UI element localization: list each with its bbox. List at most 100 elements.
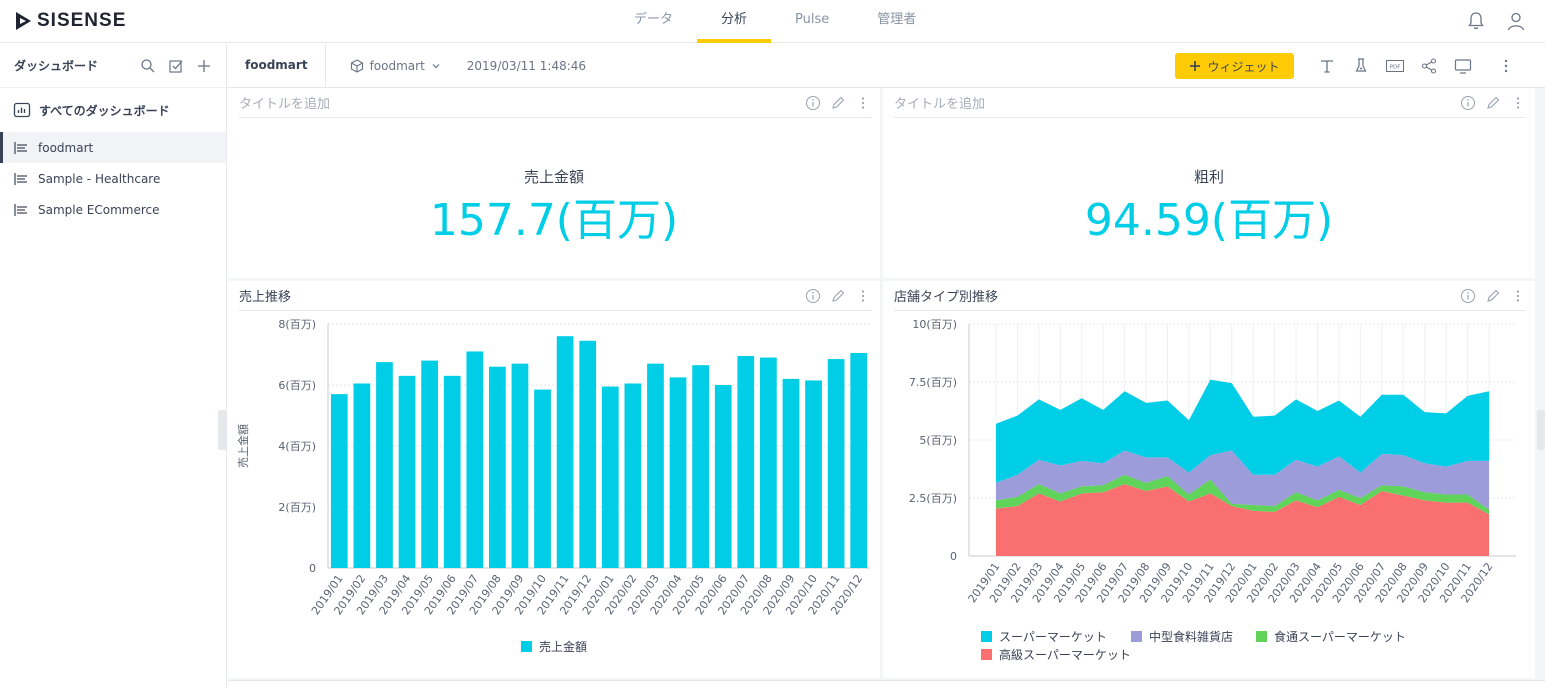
sidebar-item-healthcare[interactable]: Sample - Healthcare: [0, 163, 226, 194]
dashboards-icon: [13, 102, 31, 118]
dashboard-canvas: タイトルを追加 売上金額 157.7(百万) タイトルを追加 粗利 94.59(…: [228, 88, 1545, 688]
area-series: [996, 474, 1489, 515]
bar: [466, 351, 484, 568]
tab-pulse[interactable]: Pulse: [795, 12, 830, 27]
bar: [353, 383, 371, 568]
widget-header: タイトルを追加: [239, 88, 871, 118]
text-icon[interactable]: [1318, 57, 1336, 75]
indicator-label: 粗利: [1193, 168, 1224, 186]
bar: [330, 394, 348, 568]
sidebar-item-foodmart[interactable]: foodmart: [0, 132, 226, 163]
bar: [624, 383, 642, 568]
widget-store-type-trend[interactable]: 店舗タイプ別推移 0 2.5(百万) 5(百万) 7.5(百万) 10(百万) 2019/…: [883, 281, 1535, 678]
edit-icon[interactable]: [830, 95, 846, 111]
bar: [827, 359, 845, 568]
indicator-label: 売上金額: [523, 168, 584, 186]
info-icon[interactable]: [805, 95, 821, 111]
info-icon[interactable]: [1460, 95, 1476, 111]
edit-icon[interactable]: [830, 288, 846, 304]
y-tick-label: 2.5(百万): [909, 492, 957, 505]
edit-icon[interactable]: [1485, 95, 1501, 111]
bar: [692, 365, 709, 568]
cube-icon: [350, 58, 363, 73]
legend-label: 高級スーパーマーケット: [999, 647, 1131, 662]
sidebar-collapse-handle[interactable]: [218, 410, 227, 450]
more-vertical-icon[interactable]: [855, 288, 871, 304]
y-tick-label: 8(百万): [278, 318, 316, 331]
bar: [805, 380, 822, 568]
tab-admin[interactable]: 管理者: [877, 12, 917, 27]
bar: [669, 377, 687, 568]
sidebar-title: ダッシュボード: [14, 59, 99, 73]
y-axis-title: 売上金額: [236, 424, 250, 468]
legend-label: 売上金額: [539, 639, 587, 654]
sisense-logo[interactable]: SISENSE: [15, 10, 126, 32]
y-tick-label: 6(百万): [278, 379, 316, 392]
widget-header: 店舗タイプ別推移: [894, 281, 1526, 311]
bell-icon[interactable]: [1465, 10, 1487, 32]
tab-analytics[interactable]: 分析: [697, 0, 772, 43]
select-icon[interactable]: [168, 58, 184, 74]
more-vertical-icon[interactable]: [1510, 288, 1526, 304]
widget-sales-indicator[interactable]: タイトルを追加 売上金額 157.7(百万): [228, 88, 880, 278]
bar: [534, 389, 551, 568]
logo-mark-icon: [16, 12, 31, 30]
bar: [398, 375, 416, 568]
add-widget-label: ウィジェット: [1207, 59, 1280, 74]
area-series: [996, 484, 1489, 556]
bar: [737, 356, 755, 568]
indicator-value: 157.7(百万): [429, 195, 679, 246]
widget-title[interactable]: タイトルを追加: [894, 97, 986, 112]
sidebar-item-label: Sample ECommerce: [38, 202, 160, 217]
top-right-icons: [1465, 10, 1527, 32]
sales-bar-chart: 02(百万)4(百万)6(百万)8(百万)売上金額2019/012019/022…: [236, 318, 870, 654]
share-icon[interactable]: [1420, 57, 1438, 75]
legend-swatch: [521, 641, 532, 652]
chevron-down-icon: [432, 63, 440, 68]
area-series: [996, 379, 1489, 483]
more-vertical-icon[interactable]: [1510, 95, 1526, 111]
bar: [760, 357, 777, 568]
dashboard-title[interactable]: foodmart: [228, 43, 326, 88]
filter-icon[interactable]: [1352, 57, 1370, 75]
y-tick-label: 5(百万): [919, 434, 957, 447]
y-tick-label: 0: [950, 550, 957, 563]
widget-title[interactable]: 店舗タイプ別推移: [894, 290, 999, 305]
sidebar-item-ecommerce[interactable]: Sample ECommerce: [0, 194, 226, 225]
more-vertical-icon[interactable]: [1497, 57, 1515, 75]
bar: [511, 363, 529, 568]
tab-data[interactable]: データ: [634, 12, 674, 27]
widget-profit-indicator[interactable]: タイトルを追加 粗利 94.59(百万): [883, 88, 1535, 278]
widget-title[interactable]: タイトルを追加: [239, 97, 331, 112]
bar: [850, 352, 868, 568]
bar: [421, 360, 438, 568]
widget-header: 売上推移: [239, 281, 871, 311]
legend-swatch: [1131, 631, 1142, 642]
legend-label: 食通スーパーマーケット: [1274, 629, 1406, 644]
cube-selector[interactable]: foodmart: [350, 59, 441, 73]
store-type-area-chart: 02.5(百万)5(百万)7.5(百万)10(百万)2019/012019/02…: [909, 318, 1516, 662]
dashboard-header: foodmart foodmart 2019/03/11 1:48:46 ウィジ…: [228, 43, 1545, 88]
right-panel-handle[interactable]: [1537, 410, 1545, 450]
user-icon[interactable]: [1505, 10, 1527, 32]
bar: [376, 362, 393, 568]
add-icon[interactable]: [196, 58, 212, 74]
sidebar-item-label: Sample - Healthcare: [38, 171, 161, 186]
info-icon[interactable]: [1460, 288, 1476, 304]
y-tick-label: 4(百万): [278, 440, 316, 453]
y-tick-label: 7.5(百万): [909, 376, 957, 389]
info-icon[interactable]: [805, 288, 821, 304]
widget-title[interactable]: 売上推移: [239, 290, 292, 305]
plus-icon: [1190, 61, 1201, 71]
add-widget-button[interactable]: ウィジェット: [1175, 53, 1294, 79]
sidebar-all-label: すべてのダッシュボード: [39, 103, 170, 118]
bar: [782, 378, 800, 568]
search-icon[interactable]: [140, 58, 156, 74]
widget-sales-trend[interactable]: 売上推移 0 2(百万) 4(百万) 6(百万) 8(百万) 売上金額 2019/01 201…: [228, 281, 880, 678]
sidebar-all-dashboards[interactable]: すべてのダッシュボード: [0, 88, 226, 132]
more-vertical-icon[interactable]: [855, 95, 871, 111]
edit-icon[interactable]: [1485, 288, 1501, 304]
pdf-icon[interactable]: PDF: [1386, 57, 1404, 75]
screen-icon[interactable]: [1454, 57, 1472, 75]
legend-label: スーパーマーケット: [999, 630, 1107, 644]
